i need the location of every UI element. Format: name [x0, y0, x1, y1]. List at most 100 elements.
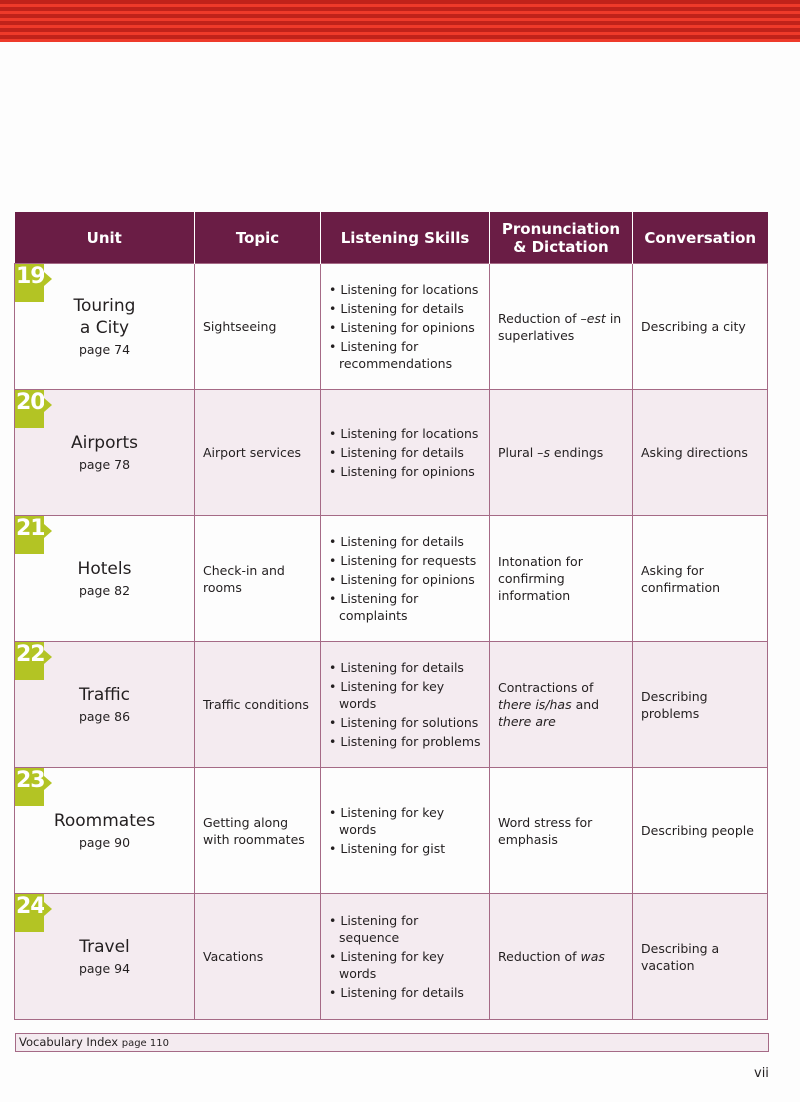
conversation-cell: Describing problems	[632, 641, 768, 768]
pronunciation-cell: Plural –s endings	[489, 389, 633, 516]
col-header-unit: Unit	[14, 212, 195, 264]
listening-skill: Listening for problems	[329, 733, 481, 750]
topic-cell: Airport services	[194, 389, 321, 516]
table-header: Unit Topic Listening Skills Pronunciatio…	[14, 212, 768, 264]
unit-page: page 86	[78, 709, 131, 724]
unit-cell: 22 Traffic page 86	[14, 641, 195, 768]
listening-skill: Listening for opinions	[329, 319, 481, 336]
pronunciation-text: Reduction of	[498, 949, 581, 964]
page-number: vii	[754, 1066, 769, 1081]
table-row: 20 Airports page 78 Airport services Lis…	[14, 389, 768, 516]
conversation-cell: Describing a vacation	[632, 893, 768, 1020]
pronunciation-cell: Contractions of there is/has and there a…	[489, 641, 633, 768]
vocabulary-index-label: Vocabulary Index	[19, 1035, 119, 1049]
conversation-cell: Asking for confirmation	[632, 515, 768, 642]
unit-title: Traffic	[78, 685, 131, 705]
listening-cell: Listening for sequenceListening for key …	[320, 893, 490, 1020]
col-header-pronunciation: Pronunciation & Dictation	[489, 212, 633, 264]
pronunciation-cell: Reduction of was	[489, 893, 633, 1020]
pronunciation-text: Intonation for confirming information	[498, 554, 583, 603]
listening-cell: Listening for details Listening for key w…	[320, 641, 490, 768]
unit-number-badge: 24	[15, 894, 52, 932]
header-stripes	[0, 0, 800, 42]
contents-table: Unit Topic Listening Skills Pronunciatio…	[14, 212, 768, 1020]
pronunciation-text: Word stress for emphasis	[498, 814, 593, 847]
listening-cell: Listening for details Listening for reque…	[320, 515, 490, 642]
unit-number-badge: 22	[15, 642, 52, 680]
listening-skills-list: Listening for details Listening for reque…	[329, 533, 481, 624]
table-row: 22 Traffic page 86 Traffic conditions Li…	[14, 641, 768, 768]
listening-skill: Listening for details	[329, 300, 481, 317]
unit-number-badge: 20	[15, 390, 52, 428]
listening-skill: Listening for details	[329, 444, 481, 461]
listening-skill: Listening for opinions	[329, 463, 481, 480]
vocabulary-index-page: page 110	[121, 1038, 169, 1049]
listening-skill: Listening for details	[329, 984, 481, 1001]
listening-skill: Listening for key words	[329, 948, 481, 982]
topic-cell: Sightseeing	[194, 263, 321, 390]
listening-skill: Listening for recommendations	[329, 338, 481, 372]
listening-skill: Listening for gist	[329, 840, 481, 857]
unit-page: page 90	[78, 835, 131, 850]
unit-cell: 19 Touring a City page 74	[14, 263, 195, 390]
listening-skill: Listening for complaints	[329, 590, 481, 624]
topic-cell: Vacations	[194, 893, 321, 1020]
conversation-cell: Describing a city	[632, 263, 768, 390]
listening-skill: Listening for key words	[329, 678, 481, 712]
listening-skill: Listening for opinions	[329, 571, 481, 588]
listening-cell: Listening for locations Listening for det…	[320, 263, 490, 390]
listening-skills-list: Listening for key words Listening for gis…	[329, 804, 481, 857]
unit-title: Touring a City	[73, 296, 136, 338]
topic-cell: Traffic conditions	[194, 641, 321, 768]
unit-title: Airports	[70, 433, 139, 453]
listening-skills-list: Listening for locations Listening for det…	[329, 425, 481, 480]
unit-page: page 82	[78, 583, 131, 598]
listening-skill: Listening for requests	[329, 552, 481, 569]
listening-skill: Listening for solutions	[329, 714, 481, 731]
pronunciation-cell: Intonation for confirming information	[489, 515, 633, 642]
unit-number-badge: 21	[15, 516, 52, 554]
listening-skills-list: Listening for locations Listening for det…	[329, 281, 481, 372]
unit-title: Roommates	[53, 811, 156, 831]
table-row: 24 Travel page 94 Vacations Listening fo…	[14, 893, 768, 1020]
pronunciation-text: was	[580, 949, 605, 964]
conversation-cell: Describing people	[632, 767, 768, 894]
col-header-conversation: Conversation	[632, 212, 768, 264]
unit-title: Travel	[79, 937, 130, 957]
listening-skill: Listening for sequence	[329, 912, 481, 946]
topic-cell: Getting along with roommates	[194, 767, 321, 894]
unit-cell: 21 Hotels page 82	[14, 515, 195, 642]
listening-skills-list: Listening for sequenceListening for key …	[329, 912, 481, 1001]
pronunciation-text: Plural –	[498, 445, 544, 460]
listening-skill: Listening for details	[329, 659, 481, 676]
listening-cell: Listening for locations Listening for det…	[320, 389, 490, 516]
listening-skills-list: Listening for details Listening for key w…	[329, 659, 481, 750]
listening-cell: Listening for key words Listening for gis…	[320, 767, 490, 894]
pronunciation-text: Reduction of –	[498, 310, 587, 326]
table-row: 21 Hotels page 82 Check-in and rooms Lis…	[14, 515, 768, 642]
pronunciation-text: est	[586, 310, 606, 326]
unit-title: Hotels	[77, 559, 132, 579]
unit-page: page 78	[78, 457, 131, 472]
pronunciation-text: endings	[549, 445, 604, 460]
unit-cell: 24 Travel page 94	[14, 893, 195, 1020]
pronunciation-text: there is/has	[498, 697, 572, 712]
unit-cell: 23 Roommates page 90	[14, 767, 195, 894]
unit-number-badge: 19	[15, 264, 52, 302]
pronunciation-text: there are	[498, 714, 556, 729]
pronunciation-text: s	[543, 445, 550, 460]
pronunciation-text: in superlatives	[498, 310, 622, 343]
listening-skill: Listening for locations	[329, 281, 481, 298]
pronunciation-text: Contractions of	[498, 680, 594, 695]
listening-skill: Listening for key words	[329, 804, 481, 838]
pronunciation-cell: Word stress for emphasis	[489, 767, 633, 894]
unit-page: page 94	[78, 961, 131, 976]
vocabulary-index: Vocabulary Index page 110	[15, 1033, 769, 1052]
topic-cell: Check-in and rooms	[194, 515, 321, 642]
pronunciation-text: and	[571, 697, 600, 712]
conversation-cell: Asking directions	[632, 389, 768, 516]
col-header-listening: Listening Skills	[320, 212, 490, 264]
unit-cell: 20 Airports page 78	[14, 389, 195, 516]
table-row: 23 Roommates page 90 Getting along with …	[14, 767, 768, 894]
listening-skill: Listening for locations	[329, 425, 481, 442]
